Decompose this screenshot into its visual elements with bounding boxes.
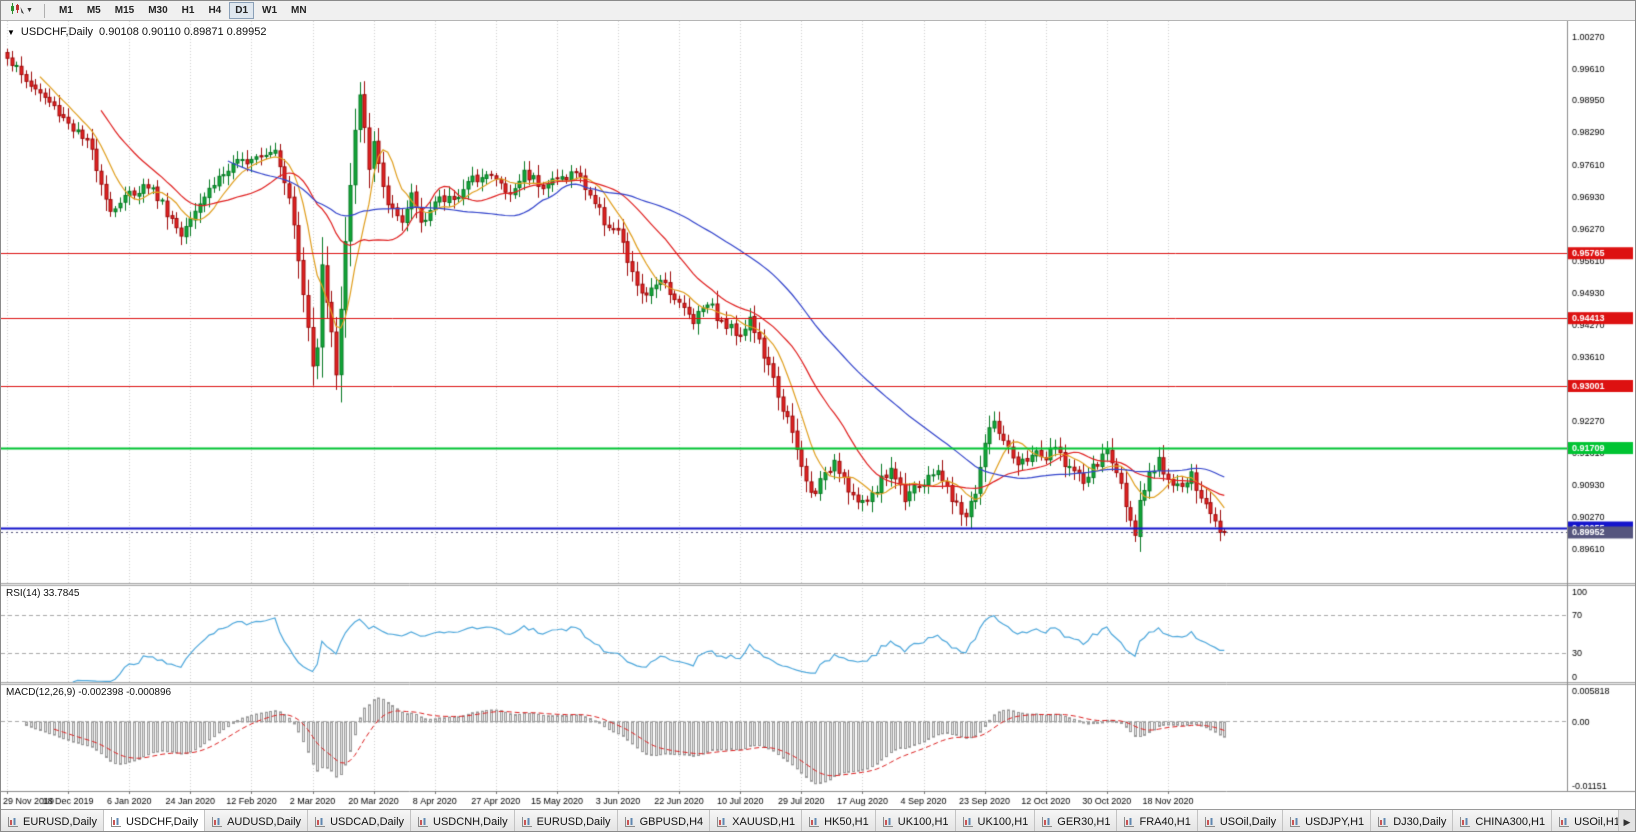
chart-tab-label: CHINA300,H1 — [1475, 816, 1546, 828]
chart-tab-bar: EURUSD,Daily USDCHF,Daily AUDUSD,Daily USDC… — [1, 809, 1635, 831]
mini-chart-icon — [882, 817, 893, 827]
chart-tab-eurusd-daily[interactable]: EURUSD,Daily — [514, 810, 618, 831]
chart-tab-usdchf-daily[interactable]: USDCHF,Daily — [103, 810, 206, 831]
chart-tab-label: USOil,H1 — [1574, 816, 1620, 828]
chart-tab-label: EURUSD,Daily — [23, 816, 97, 828]
timeframe-button-mn[interactable]: MN — [285, 2, 313, 19]
chart-tab-label: UK100,H1 — [977, 816, 1029, 828]
chart-tab-ger30-h1[interactable]: GER30,H1 — [1035, 810, 1118, 831]
chart-tab-gbpusd-h4[interactable]: GBPUSD,H4 — [617, 810, 711, 831]
mini-chart-icon — [212, 817, 223, 827]
mini-chart-icon — [8, 817, 18, 827]
chart-tab-label: USDJPY,H1 — [1305, 816, 1365, 828]
chart-tab-usdcad-daily[interactable]: USDCAD,Daily — [308, 810, 412, 831]
mini-chart-icon — [962, 817, 973, 827]
chart-tabs-container: EURUSD,Daily USDCHF,Daily AUDUSD,Daily USDC… — [1, 810, 1627, 831]
chart-tab-hk50-h1[interactable]: HK50,H1 — [802, 810, 876, 831]
chart-toolbar: ▼ M1 M5 M15 M30 H1 H4 D1 W1 MN — [1, 1, 1635, 21]
chart-tab-label: XAUUSD,H1 — [732, 816, 796, 828]
chart-cursor-tool-button[interactable]: ▼ — [5, 1, 37, 22]
mini-chart-icon — [1460, 817, 1471, 827]
chart-tab-label: USDCAD,Daily — [330, 816, 405, 828]
mini-chart-icon — [110, 817, 121, 827]
mini-chart-icon — [1290, 817, 1301, 827]
chart-collapse-button[interactable]: ▼ — [7, 27, 15, 37]
chart-tab-usoil-daily[interactable]: USOil,Daily — [1197, 810, 1284, 831]
timeframe-button-d1[interactable]: D1 — [229, 2, 255, 19]
chevron-down-icon: ▼ — [26, 7, 33, 14]
mini-chart-icon — [521, 817, 532, 827]
chart-tab-fra40-h1[interactable]: FRA40,H1 — [1117, 810, 1198, 831]
chart-tab-label: USDCNH,Daily — [433, 816, 508, 828]
mini-chart-icon — [624, 817, 635, 827]
chart-tab-xauusd-h1[interactable]: XAUUSD,H1 — [710, 810, 803, 831]
timeframe-button-m30[interactable]: M30 — [142, 2, 173, 19]
timeframe-buttons: M1 M5 M15 M30 H1 H4 D1 W1 MN — [52, 2, 314, 19]
chevron-right-icon: ▶ — [1623, 816, 1631, 827]
mini-chart-icon — [1124, 817, 1135, 827]
mini-chart-icon — [1042, 817, 1053, 827]
chart-tab-label: USOil,Daily — [1219, 816, 1277, 828]
timeframe-button-m5[interactable]: M5 — [81, 2, 107, 19]
chart-tab-label: HK50,H1 — [824, 816, 869, 828]
toolbar-separator — [43, 3, 45, 18]
chart-tab-china300-h1[interactable]: CHINA300,H1 — [1453, 810, 1553, 831]
mini-chart-icon — [1559, 817, 1570, 827]
mini-chart-icon — [809, 817, 820, 827]
chart-tab-label: GER30,H1 — [1057, 816, 1111, 828]
chart-tab-label: USDCHF,Daily — [125, 816, 199, 828]
mini-chart-icon — [315, 817, 326, 827]
chart-tab-audusd-daily[interactable]: AUDUSD,Daily — [205, 810, 309, 831]
tab-scroll-right-button[interactable]: ▶ — [1618, 810, 1635, 831]
chart-tab-usoil-h1[interactable]: USOil,H1 — [1552, 810, 1627, 831]
timeframe-button-h4[interactable]: H4 — [202, 2, 227, 19]
chart-tab-label: EURUSD,Daily — [536, 816, 611, 828]
price-chart-canvas[interactable] — [1, 21, 1635, 809]
timeframe-button-h1[interactable]: H1 — [176, 2, 201, 19]
chart-tab-eurusd-daily[interactable]: EURUSD,Daily — [1, 810, 104, 831]
chart-tab-label: AUDUSD,Daily — [227, 816, 302, 828]
chart-tab-usdcnh-daily[interactable]: USDCNH,Daily — [411, 810, 515, 831]
chart-tab-uk100-h1[interactable]: UK100,H1 — [955, 810, 1036, 831]
chart-tab-label: FRA40,H1 — [1139, 816, 1191, 828]
chart-tab-dj30-daily[interactable]: DJ30,Daily — [1371, 810, 1454, 831]
timeframe-button-w1[interactable]: W1 — [256, 2, 283, 19]
timeframe-button-m1[interactable]: M1 — [53, 2, 79, 19]
chart-tab-label: GBPUSD,H4 — [639, 816, 704, 828]
chart-tab-label: DJ30,Daily — [1393, 816, 1447, 828]
chart-tab-uk100-h1[interactable]: UK100,H1 — [875, 810, 956, 831]
candlestick-cursor-tool-icon — [9, 2, 25, 20]
mini-chart-icon — [418, 817, 429, 827]
mini-chart-icon — [717, 817, 728, 827]
mini-chart-icon — [1204, 817, 1215, 827]
timeframe-button-m15[interactable]: M15 — [109, 2, 140, 19]
chart-tab-usdjpy-h1[interactable]: USDJPY,H1 — [1283, 810, 1372, 831]
mini-chart-icon — [1378, 817, 1389, 827]
chart-tab-label: UK100,H1 — [897, 816, 949, 828]
chart-area: ▼ USDCHF,Daily 0.90108 0.90110 0.89871 0… — [1, 21, 1635, 809]
